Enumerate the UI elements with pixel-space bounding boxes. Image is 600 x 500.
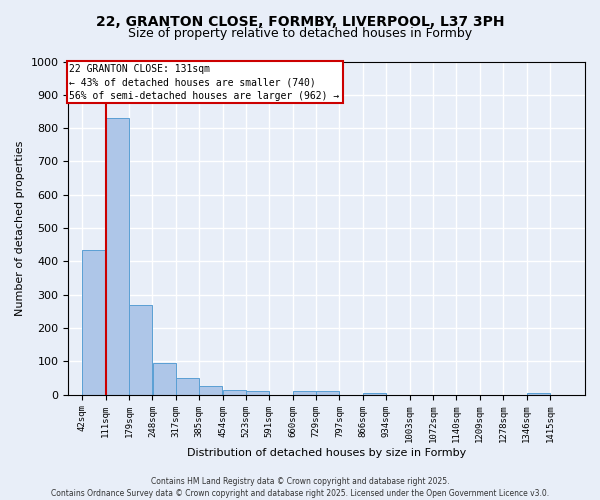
Bar xyxy=(199,386,223,394)
Bar xyxy=(293,392,316,394)
Bar xyxy=(223,390,246,394)
Bar xyxy=(152,363,176,394)
Bar xyxy=(246,392,269,394)
Text: Size of property relative to detached houses in Formby: Size of property relative to detached ho… xyxy=(128,28,472,40)
Text: Contains HM Land Registry data © Crown copyright and database right 2025.
Contai: Contains HM Land Registry data © Crown c… xyxy=(51,476,549,498)
Bar xyxy=(527,393,550,394)
Bar xyxy=(82,250,106,394)
Text: 22 GRANTON CLOSE: 131sqm
← 43% of detached houses are smaller (740)
56% of semi-: 22 GRANTON CLOSE: 131sqm ← 43% of detach… xyxy=(70,64,340,100)
Bar xyxy=(316,392,340,394)
X-axis label: Distribution of detached houses by size in Formby: Distribution of detached houses by size … xyxy=(187,448,466,458)
Y-axis label: Number of detached properties: Number of detached properties xyxy=(15,140,25,316)
Bar xyxy=(106,118,129,394)
Bar xyxy=(363,393,386,394)
Bar xyxy=(129,304,152,394)
Text: 22, GRANTON CLOSE, FORMBY, LIVERPOOL, L37 3PH: 22, GRANTON CLOSE, FORMBY, LIVERPOOL, L3… xyxy=(96,15,504,29)
Bar xyxy=(176,378,199,394)
